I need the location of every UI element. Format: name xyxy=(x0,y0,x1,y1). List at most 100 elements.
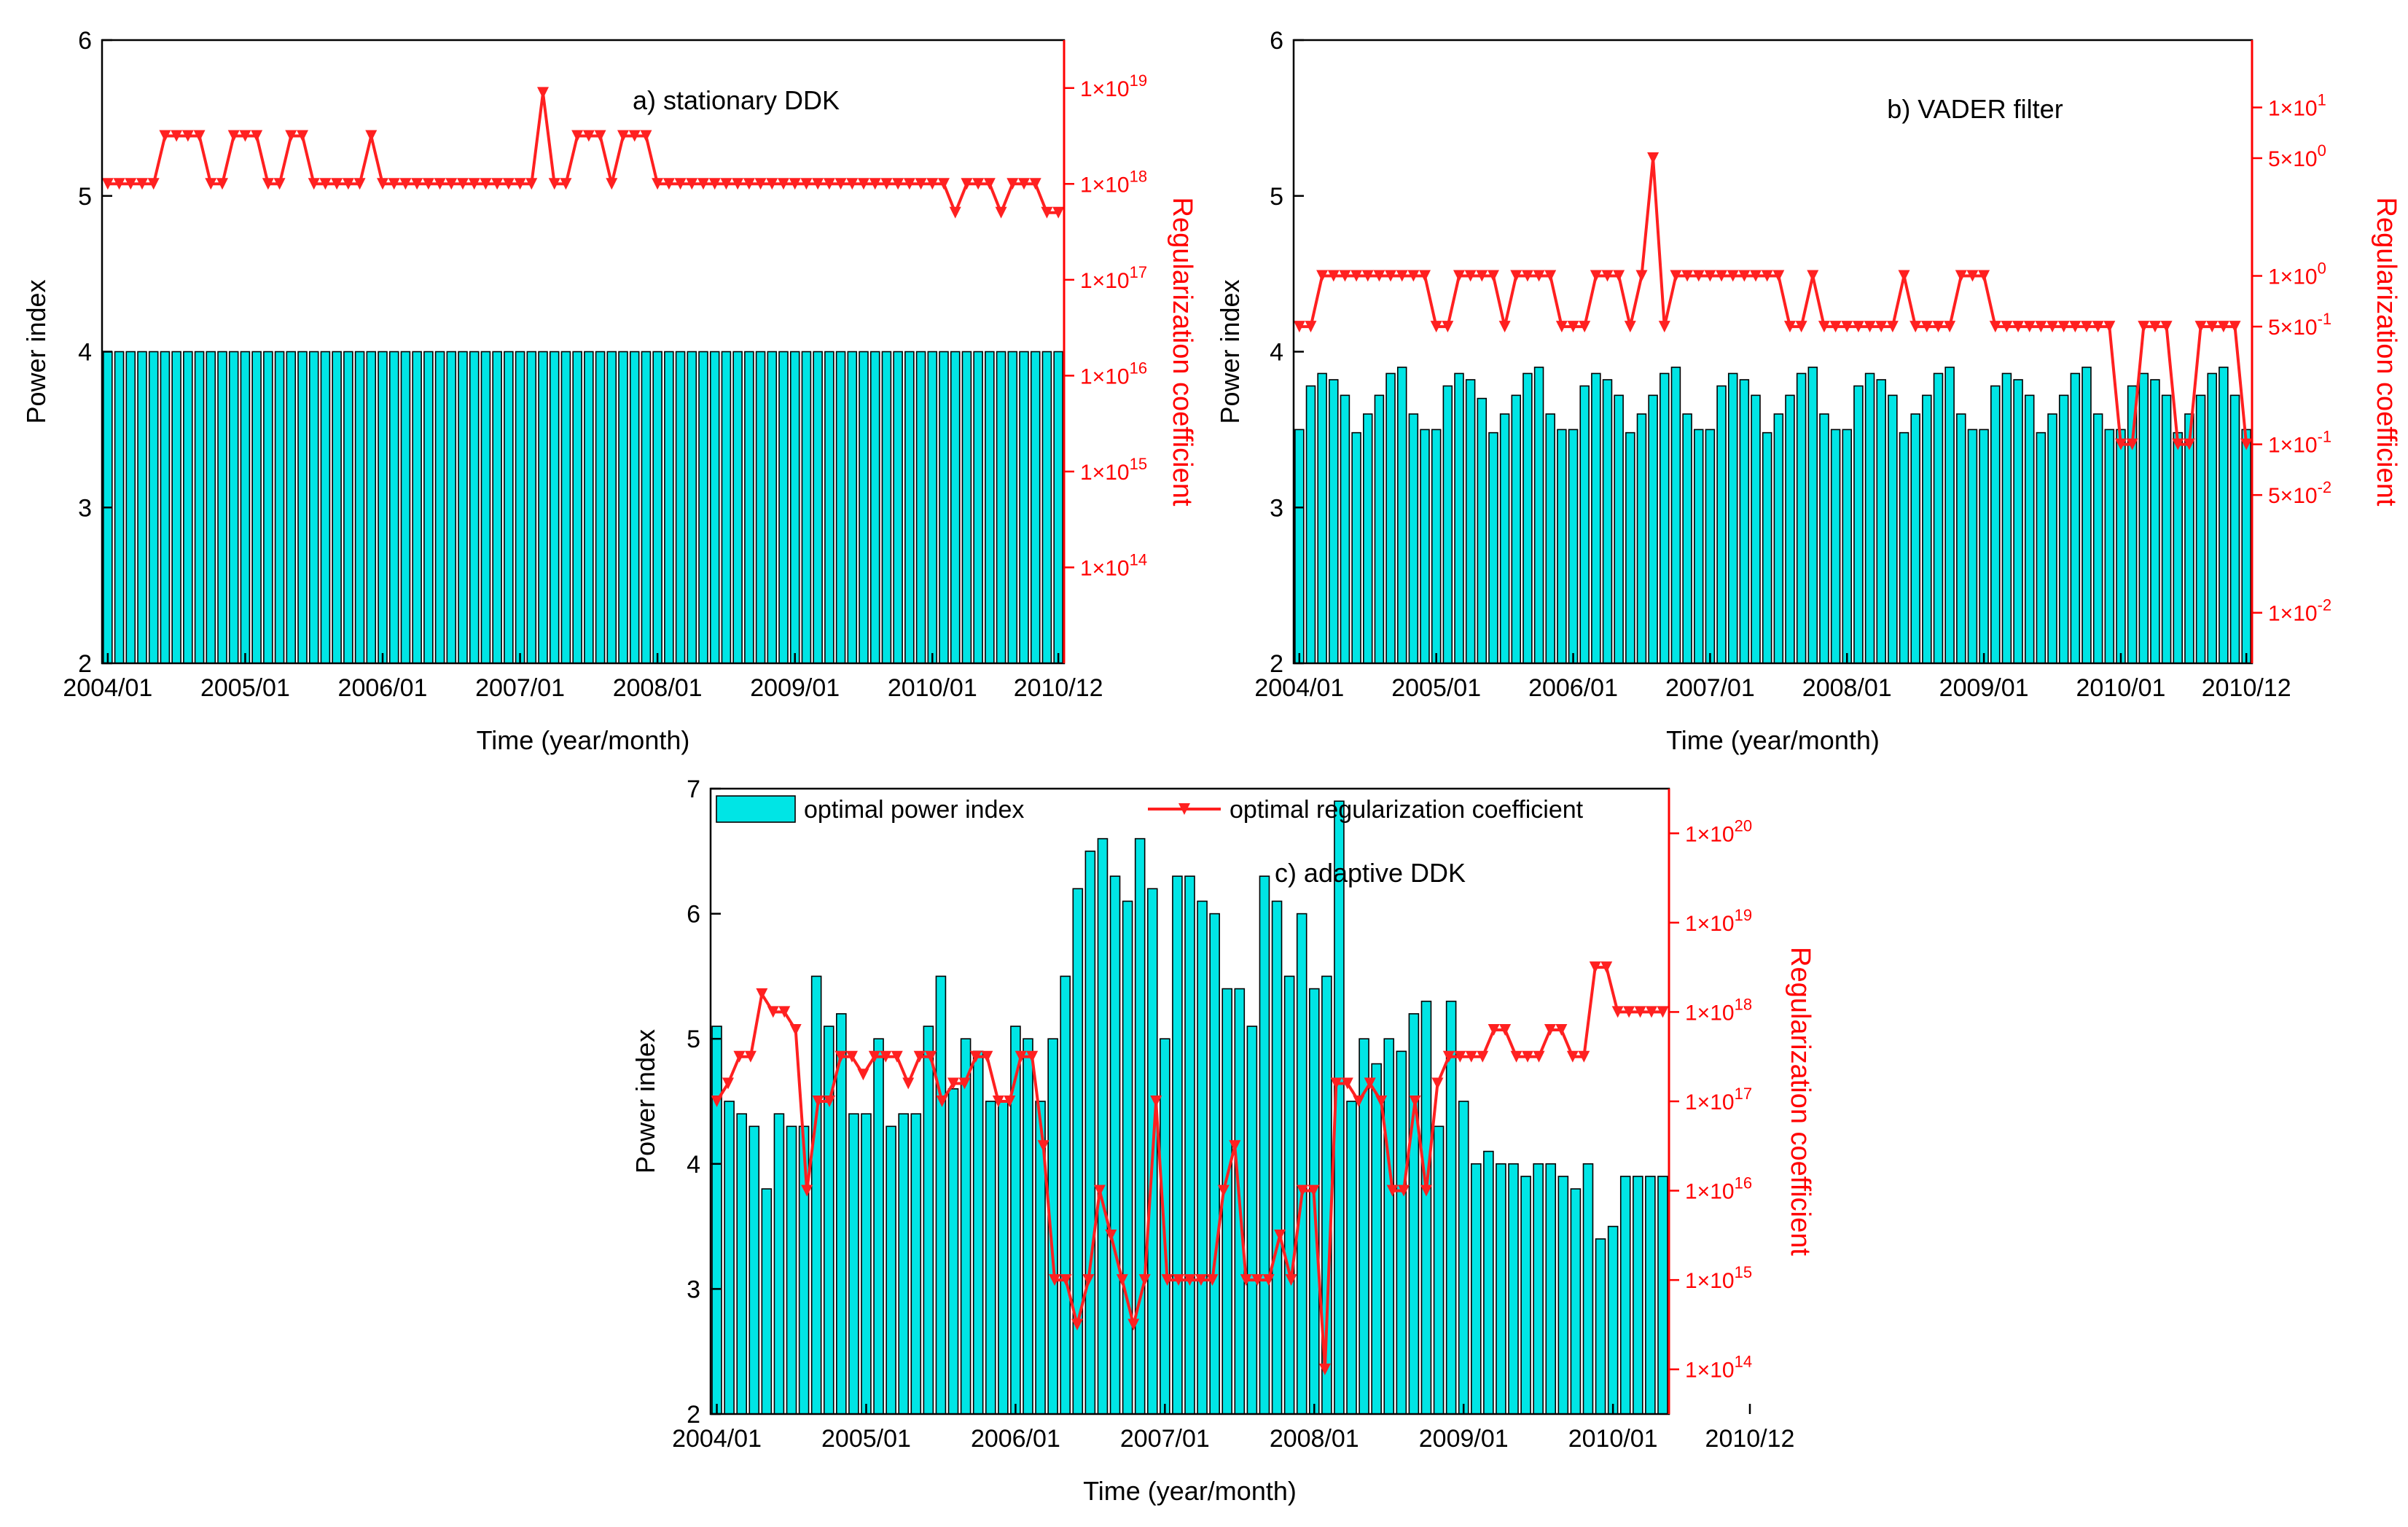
y2-tick-label: 5×10-2 xyxy=(2268,478,2331,508)
coefficient-marker xyxy=(697,178,709,190)
coefficient-marker xyxy=(1037,1140,1049,1152)
y-tick-label: 3 xyxy=(78,494,92,522)
coefficient-marker xyxy=(1875,321,1888,333)
coefficient-marker xyxy=(1029,178,1041,190)
bar xyxy=(1408,413,1419,664)
y2-tick-label: 1×1018 xyxy=(1080,167,1147,197)
coefficient-marker xyxy=(1049,1274,1061,1286)
bar xyxy=(1944,367,1955,664)
coefficient-marker xyxy=(1852,321,1864,333)
coefficient-marker xyxy=(1127,1319,1140,1331)
coefficient-marker xyxy=(181,130,194,142)
bar xyxy=(125,351,136,664)
coefficient-marker xyxy=(2217,321,2229,333)
coefficient-marker xyxy=(789,1023,802,1036)
bar xyxy=(985,351,995,664)
bar xyxy=(2047,413,2057,664)
coefficient-marker xyxy=(101,178,114,190)
bar xyxy=(1296,913,1307,1415)
bar xyxy=(687,351,697,664)
coefficient-marker xyxy=(2069,321,2081,333)
coefficient-marker xyxy=(800,178,813,190)
coefficient-marker xyxy=(1041,206,1053,219)
x-tick-label: 2009/01 xyxy=(1939,674,2029,702)
bar xyxy=(480,351,491,664)
coefficient-marker xyxy=(720,178,732,190)
bar xyxy=(1197,900,1208,1415)
coefficient-marker xyxy=(949,206,961,219)
coefficient-marker xyxy=(1006,178,1019,190)
bar xyxy=(1477,397,1488,664)
coefficient-marker xyxy=(834,178,847,190)
bar xyxy=(1374,394,1385,664)
bar xyxy=(274,351,285,664)
coefficient-marker xyxy=(2138,321,2150,333)
bar xyxy=(148,351,159,664)
bar xyxy=(2001,372,2012,664)
bar xyxy=(1751,394,1761,664)
bar xyxy=(910,1113,922,1415)
y2-tick-label: 1×1019 xyxy=(1080,71,1147,101)
bar xyxy=(2195,394,2206,664)
coefficient-marker xyxy=(981,1050,993,1063)
bar xyxy=(886,1125,896,1415)
bar xyxy=(1762,431,1772,664)
coefficient-marker xyxy=(1150,1096,1162,1107)
coefficient-markers xyxy=(711,961,1669,1375)
coefficient-marker xyxy=(1430,321,1442,333)
bar xyxy=(1458,1101,1469,1415)
bar xyxy=(1645,1176,1656,1415)
bar xyxy=(171,351,181,664)
coefficient-marker xyxy=(147,178,160,190)
legend-line-marker xyxy=(1178,803,1190,815)
coefficient-marker xyxy=(113,178,125,190)
legend: optimal power index optimal regularizatio… xyxy=(716,795,1584,824)
x-tick-label: 2007/01 xyxy=(1120,1425,1210,1453)
coefficient-marker xyxy=(1932,321,1944,333)
coefficient-marker xyxy=(594,130,606,142)
bar xyxy=(1570,1188,1582,1415)
bar xyxy=(560,351,571,664)
coefficient-marker xyxy=(125,178,137,190)
coefficient-marker xyxy=(1407,270,1420,282)
bar xyxy=(1271,900,1283,1415)
coefficient-marker xyxy=(1339,270,1351,282)
coefficient-marker xyxy=(1442,321,1454,333)
coefficient-marker xyxy=(1184,1274,1196,1286)
bar xyxy=(354,351,365,664)
bar xyxy=(1433,1125,1445,1415)
bar xyxy=(504,351,514,664)
coefficient-marker xyxy=(2160,321,2173,333)
coefficient-marker xyxy=(992,1096,1004,1107)
bar xyxy=(1511,394,1522,664)
coefficient-marker xyxy=(880,1050,892,1063)
coefficient-marker xyxy=(457,178,469,190)
bar xyxy=(1739,379,1750,664)
coefficient-marker xyxy=(537,87,549,99)
panel-title: b) VADER filter xyxy=(1887,94,2063,124)
x-axis-label: Time (year/month) xyxy=(1666,725,1880,755)
y-tick-label: 6 xyxy=(1270,27,1283,55)
coefficient-marker xyxy=(1353,1096,1365,1107)
bar xyxy=(1842,429,1853,664)
coefficient-marker xyxy=(1297,1184,1309,1197)
coefficient-marker xyxy=(1681,270,1694,282)
bar xyxy=(1053,351,1063,664)
bar xyxy=(1221,988,1233,1415)
bar xyxy=(960,1038,972,1415)
bar xyxy=(985,1101,996,1415)
bar xyxy=(1956,413,1966,664)
coefficient-marker xyxy=(1521,270,1533,282)
coefficient-marker xyxy=(880,178,893,190)
bar xyxy=(1625,431,1635,664)
coefficient-marker xyxy=(1624,321,1636,333)
bar xyxy=(446,351,457,664)
y2-tick-label: 1×1014 xyxy=(1080,550,1147,580)
bar xyxy=(606,351,617,664)
coefficient-marker xyxy=(1623,1006,1635,1018)
coefficient-marker xyxy=(662,178,675,190)
coefficient-marker xyxy=(1285,1274,1297,1286)
y2-tick-label: 1×10-1 xyxy=(2268,428,2331,458)
bar xyxy=(1545,1163,1557,1415)
bar xyxy=(286,351,297,664)
